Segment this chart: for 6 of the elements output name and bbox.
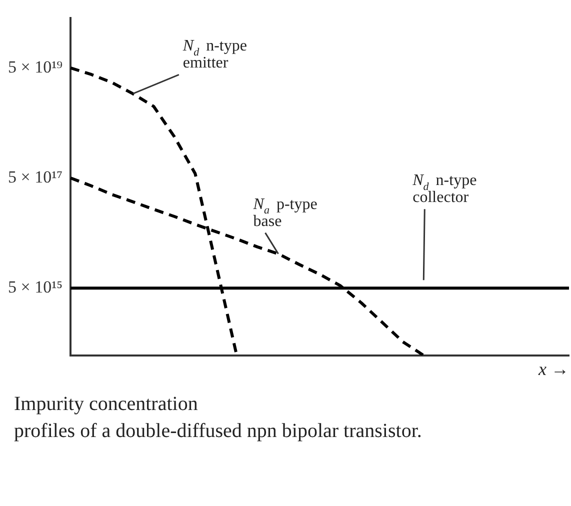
y-tick-label: 5 × 10¹⁷ xyxy=(8,167,63,186)
y-tick-label: 5 × 10¹⁹ xyxy=(8,57,63,76)
text: profiles of a double-diffused npn bipolar transistor. xyxy=(14,419,423,444)
y-tick-label: 5 × 10¹⁵ xyxy=(8,278,63,297)
text: Impurity concentration xyxy=(14,392,199,417)
x-axis-title: x → xyxy=(538,358,569,379)
